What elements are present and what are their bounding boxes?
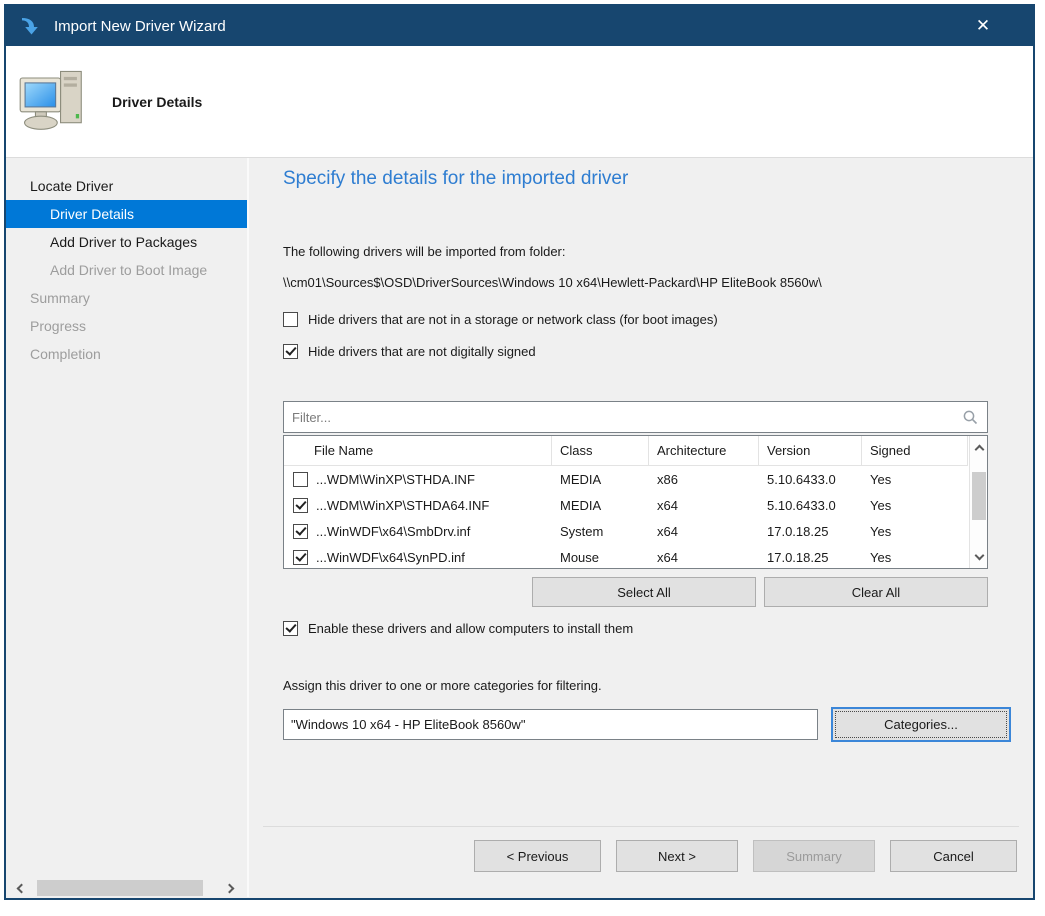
cell-signed: Yes bbox=[870, 549, 892, 565]
cell-file-name: ...WinWDF\x64\SmbDrv.inf bbox=[316, 523, 471, 539]
sidebar-item-summary: Summary bbox=[30, 290, 90, 306]
sidebar-item-locate-driver[interactable]: Locate Driver bbox=[30, 178, 114, 194]
hide-unsigned-label: Hide drivers that are not digitally sign… bbox=[308, 344, 536, 359]
cell-file-name: ...WDM\WinXP\STHDA.INF bbox=[316, 471, 475, 487]
cell-signed: Yes bbox=[870, 497, 892, 513]
column-version[interactable]: Version bbox=[759, 436, 862, 465]
cell-arch: x86 bbox=[657, 471, 678, 487]
cell-arch: x64 bbox=[657, 549, 678, 565]
row-checkbox[interactable] bbox=[292, 549, 308, 565]
cell-class: MEDIA bbox=[560, 497, 602, 513]
banner-title: Driver Details bbox=[112, 93, 203, 110]
scrollbar-thumb[interactable] bbox=[37, 880, 203, 896]
hide-storage-checkbox-row: Hide drivers that are not in a storage o… bbox=[283, 312, 1011, 327]
select-all-button[interactable]: Select All bbox=[532, 577, 756, 607]
enable-drivers-label: Enable these drivers and allow computers… bbox=[308, 621, 634, 636]
sidebar-item-add-driver-boot-image: Add Driver to Boot Image bbox=[50, 262, 208, 278]
hide-storage-checkbox[interactable] bbox=[283, 312, 298, 327]
search-icon bbox=[963, 410, 978, 424]
cell-arch: x64 bbox=[657, 523, 678, 539]
intro-text: The following drivers will be imported f… bbox=[283, 244, 566, 259]
banner: Driver Details bbox=[6, 46, 1033, 158]
assign-category-label: Assign this driver to one or more catego… bbox=[283, 678, 602, 693]
table-header: File Name Class Architecture Version Sig… bbox=[284, 436, 968, 466]
sidebar-item-completion: Completion bbox=[30, 346, 101, 362]
table-vertical-scrollbar[interactable] bbox=[969, 436, 987, 568]
categories-button[interactable]: Categories... bbox=[831, 707, 1011, 742]
cell-class: MEDIA bbox=[560, 471, 602, 487]
table-row[interactable]: ...WinWDF\x64\SmbDrv.inf System x64 17.0… bbox=[284, 518, 968, 544]
category-row: Categories... bbox=[283, 707, 1011, 742]
cell-class: Mouse bbox=[560, 549, 600, 565]
clear-all-button[interactable]: Clear All bbox=[764, 577, 988, 607]
cell-version: 5.10.6433.0 bbox=[767, 497, 836, 513]
previous-button[interactable]: < Previous bbox=[474, 840, 601, 872]
sidebar-item-progress: Progress bbox=[30, 318, 87, 334]
column-file-name[interactable]: File Name bbox=[284, 436, 552, 465]
sidebar-horizontal-scrollbar[interactable] bbox=[6, 879, 247, 897]
cell-version: 17.0.18.25 bbox=[767, 549, 829, 565]
table-row[interactable]: ...WDM\WinXP\STHDA64.INF MEDIA x64 5.10.… bbox=[284, 492, 968, 518]
wizard-arrow-icon bbox=[22, 18, 38, 35]
table-row[interactable]: ...WinWDF\x64\SynPD.inf Mouse x64 17.0.1… bbox=[284, 544, 968, 570]
filter-input[interactable] bbox=[292, 409, 962, 425]
scroll-right-icon[interactable] bbox=[224, 883, 235, 893]
wizard-steps-sidebar: Locate Driver Driver Details Add Driver … bbox=[6, 158, 249, 897]
column-signed[interactable]: Signed bbox=[862, 436, 968, 465]
sidebar-item-add-driver-packages[interactable]: Add Driver to Packages bbox=[50, 234, 198, 250]
row-checkbox[interactable] bbox=[292, 497, 308, 513]
category-input[interactable] bbox=[283, 709, 818, 740]
close-button[interactable]: ✕ bbox=[975, 16, 991, 35]
title-bar: Import New Driver Wizard ✕ bbox=[6, 6, 1033, 46]
computer-icon bbox=[19, 70, 82, 130]
filter-box bbox=[283, 401, 988, 433]
hide-unsigned-checkbox[interactable] bbox=[283, 344, 298, 359]
cell-signed: Yes bbox=[870, 471, 892, 487]
enable-drivers-checkbox[interactable] bbox=[283, 621, 298, 636]
table-row[interactable]: ...WDM\WinXP\STHDA.INF MEDIA x86 5.10.64… bbox=[284, 466, 968, 492]
column-architecture[interactable]: Architecture bbox=[649, 436, 759, 465]
scroll-down-icon[interactable] bbox=[970, 544, 988, 566]
row-checkbox[interactable] bbox=[292, 523, 308, 539]
row-checkbox[interactable] bbox=[292, 471, 308, 487]
cell-file-name: ...WinWDF\x64\SynPD.inf bbox=[316, 549, 465, 565]
cell-version: 17.0.18.25 bbox=[767, 523, 829, 539]
hide-storage-label: Hide drivers that are not in a storage o… bbox=[308, 312, 718, 327]
column-class[interactable]: Class bbox=[552, 436, 649, 465]
cell-arch: x64 bbox=[657, 497, 678, 513]
next-button[interactable]: Next > bbox=[616, 840, 738, 872]
scrollbar-thumb[interactable] bbox=[972, 472, 986, 520]
hide-unsigned-checkbox-row: Hide drivers that are not digitally sign… bbox=[283, 344, 1011, 359]
cancel-button[interactable]: Cancel bbox=[890, 840, 1017, 872]
driver-source-path: \\cm01\Sources$\OSD\DriverSources\Window… bbox=[283, 275, 822, 290]
driver-table: File Name Class Architecture Version Sig… bbox=[283, 435, 988, 569]
enable-drivers-checkbox-row: Enable these drivers and allow computers… bbox=[283, 621, 1011, 636]
selection-buttons-row: Select All Clear All bbox=[283, 577, 988, 607]
cell-version: 5.10.6433.0 bbox=[767, 471, 836, 487]
scroll-left-icon[interactable] bbox=[16, 883, 27, 893]
cell-file-name: ...WDM\WinXP\STHDA64.INF bbox=[316, 497, 490, 513]
sidebar-item-driver-details[interactable]: Driver Details bbox=[6, 200, 247, 228]
footer-divider bbox=[263, 826, 1019, 827]
window-title: Import New Driver Wizard bbox=[54, 17, 226, 35]
scroll-up-icon[interactable] bbox=[970, 438, 988, 460]
summary-button: Summary bbox=[753, 840, 875, 872]
main-panel: Specify the details for the imported dri… bbox=[249, 158, 1039, 897]
wizard-window: Import New Driver Wizard ✕ Driver Detail… bbox=[4, 4, 1035, 900]
cell-class: System bbox=[560, 523, 604, 539]
cell-signed: Yes bbox=[870, 523, 892, 539]
page-title: Specify the details for the imported dri… bbox=[283, 168, 629, 189]
wizard-nav-buttons: < Previous Next > Summary Cancel bbox=[474, 840, 1017, 872]
